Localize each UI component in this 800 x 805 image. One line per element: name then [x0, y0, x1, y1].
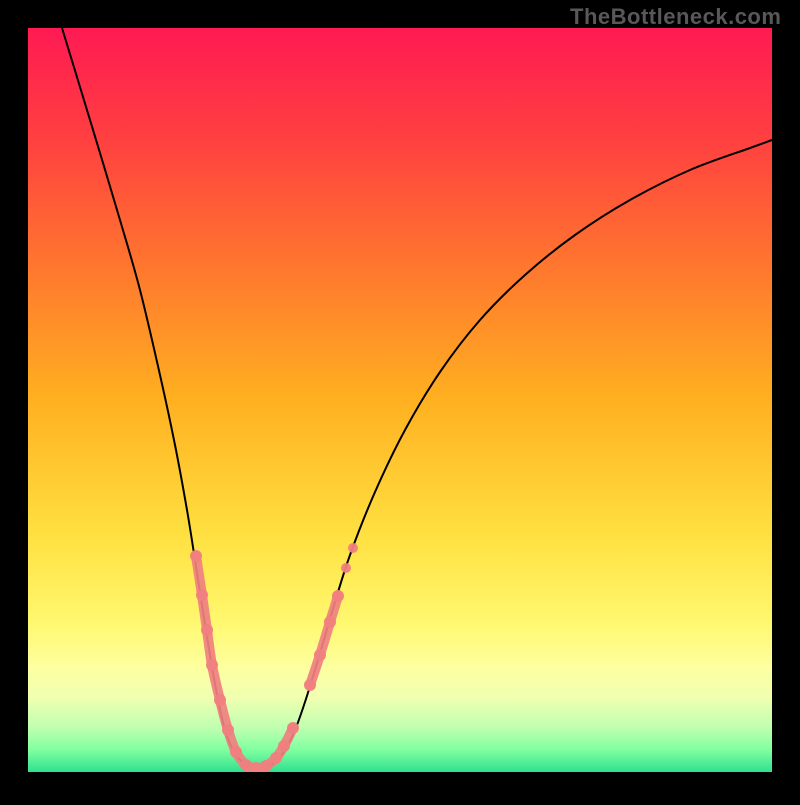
marker-dot [324, 616, 336, 628]
marker-dot [270, 752, 282, 764]
marker-dot [230, 746, 242, 758]
chart-container: TheBottleneck.com [0, 0, 800, 800]
marker-dot [314, 649, 326, 661]
marker-dot [341, 563, 351, 573]
marker-dot [250, 762, 262, 774]
chart-svg [0, 0, 800, 800]
marker-dot [348, 543, 358, 553]
watermark-text: TheBottleneck.com [570, 4, 781, 30]
marker-dot [206, 659, 218, 671]
marker-dot [278, 740, 290, 752]
marker-dot [260, 760, 272, 772]
marker-dot [304, 679, 316, 691]
marker-dot [332, 590, 344, 602]
marker-dot [196, 589, 208, 601]
marker-dot [214, 694, 226, 706]
marker-dot [201, 624, 213, 636]
plot-background [28, 28, 772, 772]
marker-dot [190, 550, 202, 562]
marker-dot [222, 724, 234, 736]
marker-dot [287, 722, 299, 734]
